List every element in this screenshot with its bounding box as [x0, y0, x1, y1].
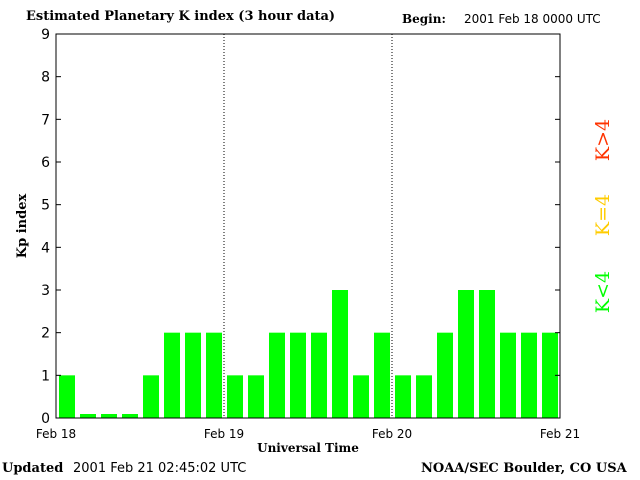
chart-title: Estimated Planetary K index (3 hour data… [26, 9, 336, 24]
kp-bar [353, 375, 369, 418]
x-tick-label: Feb 20 [372, 427, 412, 441]
kp-bar [500, 332, 516, 418]
kp-bar [311, 332, 327, 418]
plot-area [56, 34, 560, 418]
kp-bar [122, 414, 138, 418]
kp-bar [458, 290, 474, 418]
y-tick-label: 9 [41, 27, 50, 43]
x-tick-label: Feb 19 [204, 427, 244, 441]
kp-bar [437, 332, 453, 418]
kp-bar [206, 332, 222, 418]
kp-bar [59, 375, 75, 418]
kp-bar [248, 375, 264, 418]
y-tick-label: 0 [41, 411, 50, 427]
kp-bar [164, 332, 180, 418]
begin-value: 2001 Feb 18 0000 UTC [464, 12, 601, 26]
kp-bar [416, 375, 432, 418]
y-tick-label: 3 [41, 283, 50, 299]
y-axis-title: Kp index [15, 194, 30, 259]
kp-bar [269, 332, 285, 418]
kp-bar [290, 332, 306, 418]
updated-timestamp: 2001 Feb 21 02:45:02 UTC [73, 461, 247, 476]
kp-bar [479, 290, 495, 418]
x-tick-label: Feb 21 [540, 427, 580, 441]
begin-label: Begin: [402, 12, 446, 26]
kp-bar [395, 375, 411, 418]
y-tick-label: 4 [41, 240, 50, 256]
y-tick-label: 5 [41, 198, 50, 214]
y-tick-label: 2 [41, 326, 50, 342]
updated-label: Updated [2, 461, 64, 476]
y-tick-label: 8 [41, 70, 50, 86]
x-axis-title: Universal Time [257, 441, 359, 455]
kp-bar [521, 332, 537, 418]
kp-bar [227, 375, 243, 418]
x-tick-label: Feb 18 [36, 427, 76, 441]
kp-bar [542, 332, 558, 418]
kp-bar [80, 414, 96, 418]
y-tick-label: 7 [41, 112, 50, 128]
y-tick-label: 6 [41, 155, 50, 171]
y-tick-label: 1 [41, 368, 50, 384]
credit-text: NOAA/SEC Boulder, CO USA [421, 461, 627, 476]
kp-bar [101, 414, 117, 418]
legend-item: K>4 [592, 119, 614, 161]
plot-frame [55, 33, 561, 419]
legend-item: K=4 [592, 194, 614, 236]
kp-bar [143, 375, 159, 418]
kp-bar [185, 332, 201, 418]
kp-bar [374, 332, 390, 418]
legend-item: K<4 [592, 271, 614, 313]
kp-bar [332, 290, 348, 418]
